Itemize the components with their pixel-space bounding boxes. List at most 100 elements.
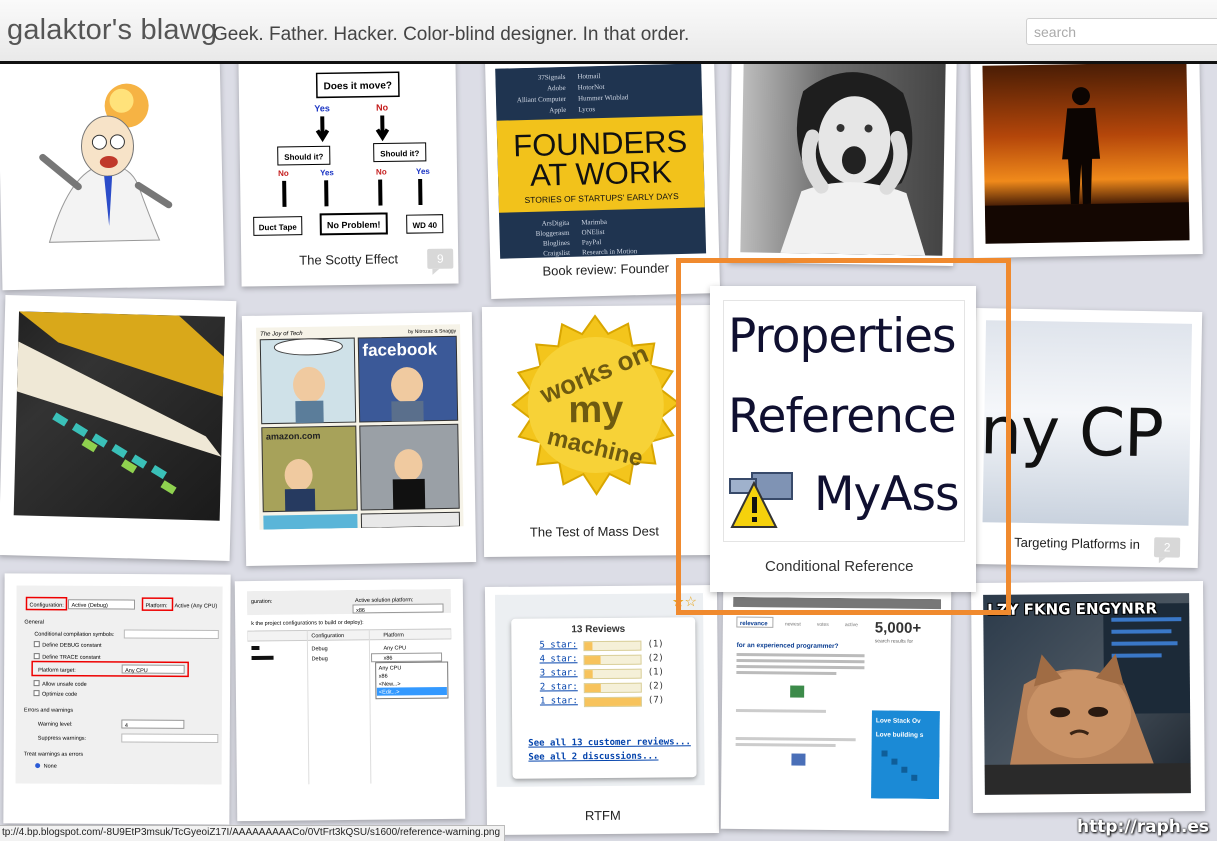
so-tab-relevance: relevance [740, 621, 768, 627]
solution-option-4: <Edit...> [379, 689, 400, 695]
review-count: (7) [647, 695, 665, 706]
config-treat: Treat warnings as errors [24, 752, 84, 758]
flow-yes: Yes [314, 103, 330, 113]
solution-col-config: Configuration [311, 633, 344, 639]
post-card-joy-of-tech[interactable]: The Joy of Tech by Nitrozac & Snaggy fac… [241, 312, 477, 566]
post-card-works-on-my-machine[interactable]: works on my machine The Test of Mass Des… [481, 305, 715, 557]
post-card-silhouette[interactable] [970, 50, 1203, 258]
solution-row1-platform: Any CPU [383, 645, 406, 651]
founders-company-6: HotorNot [578, 83, 605, 92]
post-card-lazy-engineer-cat[interactable]: LZY FKNG ENGYNRR [971, 580, 1205, 814]
post-thumbnail: ny CP [982, 320, 1193, 526]
founders-company-12: Craigslist [543, 249, 570, 258]
review-star-label[interactable]: 1 star: [539, 696, 578, 707]
flow-no-problem: No Problem! [327, 220, 381, 231]
post-thumbnail [5, 63, 214, 259]
post-card-solution-config[interactable]: guration: Active solution platform: x86 … [234, 578, 466, 822]
founders-company-2: Adobe [547, 84, 566, 92]
post-caption[interactable]: Targeting Platforms in [1014, 534, 1141, 552]
solution-row2-platform: x86 [384, 656, 393, 662]
config-errors: Errors and warnings [24, 708, 73, 714]
flow-no: No [376, 102, 389, 112]
config-unsafe: Allow unsafe code [42, 682, 87, 688]
founders-company-3: Alliant Computer [517, 95, 567, 104]
warning-icon [729, 472, 793, 528]
config-warning-level: Warning level: [38, 722, 73, 728]
post-card-scotty-effect[interactable]: Does it move? Yes No Should it? Should i… [238, 54, 459, 287]
post-card-founders-at-work[interactable]: 37Signals Adobe Alliant Computer Apple H… [484, 49, 721, 299]
review-star-label[interactable]: 2 star: [539, 682, 578, 693]
post-caption[interactable]: The Scotty Effect [299, 251, 399, 268]
founders-company-5: Hotmail [577, 72, 600, 81]
flow-yes-2: Yes [320, 168, 334, 177]
flow-no-3: No [376, 167, 387, 176]
config-conditional: Conditional compilation symbols: [34, 632, 115, 638]
solution-row1-config: Debug [311, 646, 327, 652]
founders-company-15: PayPal [582, 238, 602, 247]
so-tab-active: active [845, 622, 858, 628]
comic-facebook: facebook [362, 340, 437, 360]
config-platform-target: Platform target: [38, 668, 76, 674]
founders-title-2: AT WORK [530, 154, 673, 193]
post-thumbnail: relevance newest votes active 5,000+ sea… [731, 596, 942, 800]
platform-value: Active (Any CPU) [174, 603, 217, 609]
search-input[interactable] [1026, 18, 1217, 45]
properties-text: Properties [728, 309, 957, 364]
post-caption[interactable]: Conditional Reference [765, 558, 914, 575]
founders-title-1: FOUNDERS [513, 124, 688, 164]
post-thumbnail: guration: Active solution platform: x86 … [246, 588, 453, 786]
config-label: Configuration: [29, 603, 64, 609]
review-star-label[interactable]: 4 star: [539, 654, 578, 665]
comment-count-badge[interactable]: 2 [1153, 537, 1181, 558]
post-card-conditional-reference[interactable]: Properties Reference MyAss Conditional R… [710, 286, 976, 592]
solution-platform-value: x86 [356, 608, 365, 614]
post-caption[interactable]: Book review: Founder [542, 260, 670, 279]
founders-company-11: Bloglines [543, 239, 570, 248]
config-trace-const: Define TRACE constant [42, 655, 101, 661]
comment-count-badge[interactable]: 9 [427, 248, 454, 269]
post-card-explosion[interactable] [0, 49, 225, 291]
review-bar [583, 696, 642, 708]
review-bar [583, 654, 642, 666]
solution-config-label: guration: [251, 599, 273, 605]
post-thumbnail: works on my machine [491, 311, 700, 513]
flow-duct-tape: Duct Tape [259, 223, 298, 233]
myass-text: MyAss [814, 467, 959, 522]
founders-company-13: Marimba [581, 218, 608, 227]
post-caption[interactable]: RTFM [584, 807, 621, 824]
site-title[interactable]: galaktor's blawg [7, 14, 218, 46]
so-results-for: search results for [875, 638, 914, 644]
post-card-targeting-platforms[interactable]: ny CP Targeting Platforms in 2 [971, 308, 1203, 568]
review-star-label[interactable]: 5 star: [539, 640, 578, 651]
config-none: None [44, 764, 57, 770]
flow-no-2: No [278, 169, 289, 178]
star-rating-icon: ★☆ [671, 593, 698, 610]
platform-label: Platform: [145, 603, 168, 609]
founders-company-16: Research in Motion [582, 247, 638, 256]
so-ad-line-2: Love building s [876, 731, 924, 739]
so-result-count: 5,000+ [875, 619, 922, 636]
post-thumbnail [13, 311, 225, 521]
reviews-popup: 13 Reviews 5 star: (1) 4 star: (2) 3 star: (1… [511, 617, 699, 779]
flow-yes-3: Yes [416, 167, 430, 176]
see-all-discussions-link[interactable]: See all 2 discussions... [528, 751, 659, 763]
post-card-project-config[interactable]: Configuration: Active (Debug) Platform: … [3, 573, 231, 825]
post-caption[interactable]: The Test of Mass Dest [529, 523, 660, 540]
review-count: (1) [647, 667, 664, 678]
see-all-reviews-link[interactable]: See all 13 customer reviews... [528, 737, 691, 749]
founders-company-10: Bloggerasm [536, 229, 571, 238]
post-card-rtfm[interactable]: ★☆ 13 Reviews 5 star: (1) 4 star: (2) 3 star… [484, 584, 720, 836]
config-debug-const: Define DEBUG constant [42, 643, 102, 649]
review-star-label[interactable]: 3 star: [539, 668, 578, 679]
config-warning-value: 4 [125, 723, 128, 729]
post-card-stack-overflow[interactable]: relevance newest votes active 5,000+ sea… [720, 584, 952, 832]
post-card-book-tabs[interactable] [0, 295, 237, 561]
flow-should-right: Should it? [380, 149, 419, 159]
comic-credit: by Nitrozac & Snaggy [408, 328, 457, 335]
founders-company-7: Hummer Winblad [578, 93, 629, 102]
post-card-screaming-woman[interactable] [728, 50, 957, 266]
config-any-cpu: Any CPU [125, 668, 148, 674]
review-row: 5 star: (1) [539, 639, 699, 652]
post-thumbnail [740, 60, 946, 256]
solution-platform-label: Active solution platform: [355, 597, 414, 604]
